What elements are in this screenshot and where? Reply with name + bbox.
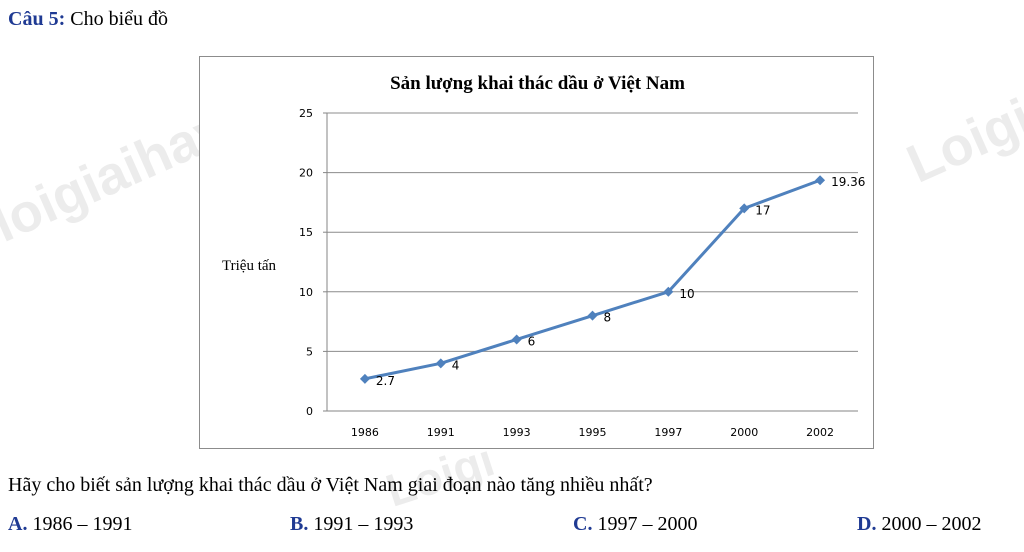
- data-label: 10: [679, 287, 694, 301]
- option-c-letter: C.: [573, 513, 593, 535]
- data-point-marker: [435, 358, 446, 369]
- watermark-right: Loigi: [898, 87, 1024, 195]
- y-tick-label: 15: [299, 226, 313, 239]
- option-a-letter: A.: [8, 513, 28, 535]
- question-number: Câu 5:: [8, 8, 66, 30]
- option-a[interactable]: A. 1986 – 1991: [8, 513, 132, 536]
- data-point-marker: [359, 373, 370, 384]
- data-label: 19.36: [831, 175, 865, 189]
- option-d-text: 2000 – 2002: [876, 513, 982, 535]
- option-b-text: 1991 – 1993: [308, 513, 414, 535]
- x-tick-label: 1997: [654, 426, 682, 439]
- data-label: 8: [604, 311, 612, 325]
- x-tick-label: 1995: [579, 426, 607, 439]
- x-tick-label: 1986: [351, 426, 379, 439]
- series-line: [364, 178, 821, 381]
- option-d[interactable]: D. 2000 – 2002: [857, 513, 981, 536]
- data-label: 2.7: [376, 374, 395, 388]
- x-tick-label: 1993: [503, 426, 531, 439]
- option-c[interactable]: C. 1997 – 2000: [573, 513, 697, 536]
- option-b-letter: B.: [290, 513, 309, 535]
- option-d-letter: D.: [857, 513, 877, 535]
- option-a-text: 1986 – 1991: [27, 513, 133, 535]
- y-tick-label: 10: [299, 286, 313, 299]
- y-tick-label: 0: [306, 405, 313, 418]
- line-chart: Sản lượng khai thác dầu ở Việt Nam Triệu …: [222, 73, 865, 439]
- data-label: 6: [528, 334, 536, 348]
- y-axis-label: Triệu tấn: [222, 258, 277, 274]
- data-label: 4: [452, 358, 460, 372]
- data-point-marker: [587, 310, 598, 321]
- data-point-marker: [511, 334, 522, 345]
- y-tick-label: 25: [299, 107, 313, 120]
- x-tick-label: 2000: [730, 426, 758, 439]
- option-b[interactable]: B. 1991 – 1993: [290, 513, 413, 536]
- x-tick-label: 1991: [427, 426, 455, 439]
- question-intro: Cho biểu đồ: [65, 8, 169, 30]
- data-point-marker: [739, 203, 750, 214]
- data-point-marker: [663, 286, 674, 297]
- chart-frame: Sản lượng khai thác dầu ở Việt Nam Triệu …: [199, 56, 874, 449]
- y-tick-label: 20: [299, 167, 313, 180]
- x-tick-label: 2002: [806, 426, 834, 439]
- option-c-text: 1997 – 2000: [592, 513, 698, 535]
- data-label: 17: [755, 203, 770, 217]
- question-heading: Câu 5: Cho biểu đồ: [8, 8, 168, 31]
- chart-title: Sản lượng khai thác dầu ở Việt Nam: [390, 73, 685, 94]
- question-prompt: Hãy cho biết sản lượng khai thác dầu ở V…: [8, 474, 653, 496]
- y-tick-label: 5: [306, 345, 313, 358]
- data-point-marker: [815, 175, 826, 186]
